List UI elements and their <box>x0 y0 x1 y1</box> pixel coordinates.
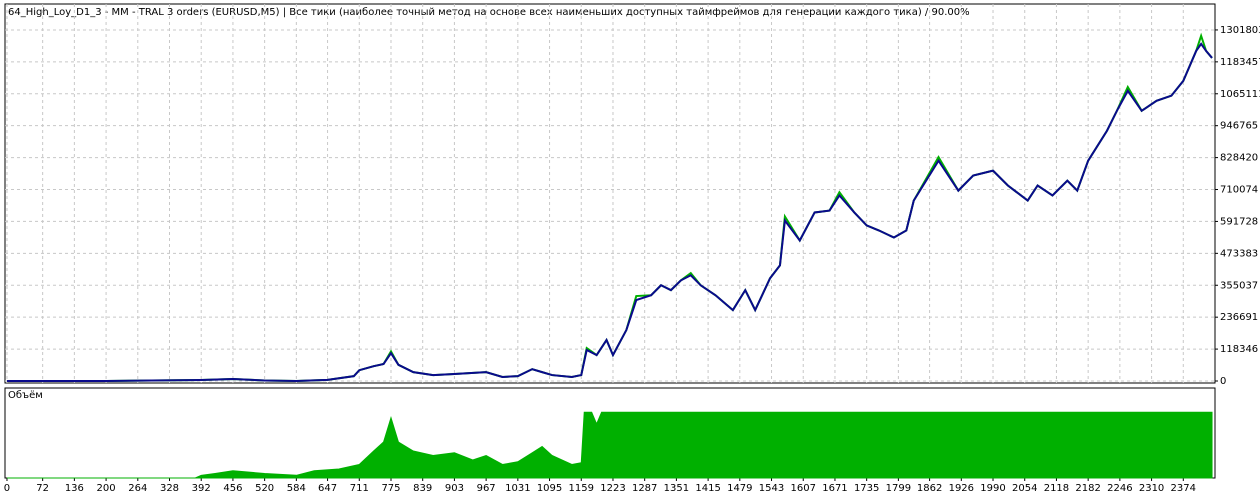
x-tick-label: 1607 <box>791 483 816 494</box>
y-tick-label: 591728 <box>1220 216 1258 227</box>
x-tick-label: 1351 <box>664 483 689 494</box>
y-tick-label: 355037 <box>1220 280 1258 291</box>
volume-area <box>6 411 1213 479</box>
x-tick-label: 775 <box>381 483 400 494</box>
x-tick-label: 1862 <box>917 483 942 494</box>
x-tick-label: 2310 <box>1139 483 1164 494</box>
y-tick-label: 710074 <box>1220 185 1258 196</box>
y-tick-label: 473383 <box>1220 248 1258 259</box>
x-tick-label: 200 <box>97 483 116 494</box>
x-tick-label: 647 <box>318 483 337 494</box>
x-tick-label: 711 <box>350 483 369 494</box>
x-tick-label: 584 <box>287 483 306 494</box>
x-tick-label: 264 <box>128 483 147 494</box>
y-tick-label: 1301803 <box>1220 25 1260 36</box>
x-tick-label: 1159 <box>569 483 594 494</box>
x-tick-label: 1990 <box>980 483 1005 494</box>
y-tick-label: 236691 <box>1220 312 1258 323</box>
y-tick-label: 1183457 <box>1220 57 1260 68</box>
series-line <box>6 42 1213 383</box>
x-tick-label: 1799 <box>886 483 911 494</box>
x-tick-label: 1223 <box>600 483 625 494</box>
volume-title: Объём <box>8 390 43 401</box>
x-tick-label: 1031 <box>505 483 530 494</box>
x-tick-label: 456 <box>223 483 242 494</box>
y-tick-label: 946765 <box>1220 121 1258 132</box>
x-tick-label: 2246 <box>1107 483 1132 494</box>
x-tick-label: 1926 <box>949 483 974 494</box>
x-tick-label: 136 <box>65 483 84 494</box>
x-tick-label: 520 <box>255 483 274 494</box>
x-tick-label: 72 <box>36 483 49 494</box>
x-tick-label: 1479 <box>727 483 752 494</box>
x-tick-label: 1543 <box>759 483 784 494</box>
x-tick-label: 1287 <box>632 483 657 494</box>
x-tick-label: 1671 <box>822 483 847 494</box>
x-tick-label: 0 <box>4 483 10 494</box>
x-tick-label: 328 <box>160 483 179 494</box>
x-tick-label: 1415 <box>695 483 720 494</box>
x-tick-label: 2182 <box>1075 483 1100 494</box>
x-tick-label: 2374 <box>1171 483 1196 494</box>
y-tick-label: 828420 <box>1220 153 1258 164</box>
main-panel <box>4 3 1216 384</box>
x-tick-label: 903 <box>445 483 464 494</box>
y-tick-label: 118346 <box>1220 344 1258 355</box>
x-tick-label: 1095 <box>537 483 562 494</box>
x-tick-label: 2118 <box>1044 483 1069 494</box>
y-tick-label: 0 <box>1220 376 1226 387</box>
x-tick-label: 392 <box>192 483 211 494</box>
x-tick-label: 839 <box>413 483 432 494</box>
x-tick-label: 2054 <box>1012 483 1037 494</box>
chart-title: 64_High_Loy_D1_3 - MM - TRAL 3 orders (E… <box>8 7 970 18</box>
x-tick-label: 967 <box>477 483 496 494</box>
x-tick-label: 1735 <box>854 483 879 494</box>
